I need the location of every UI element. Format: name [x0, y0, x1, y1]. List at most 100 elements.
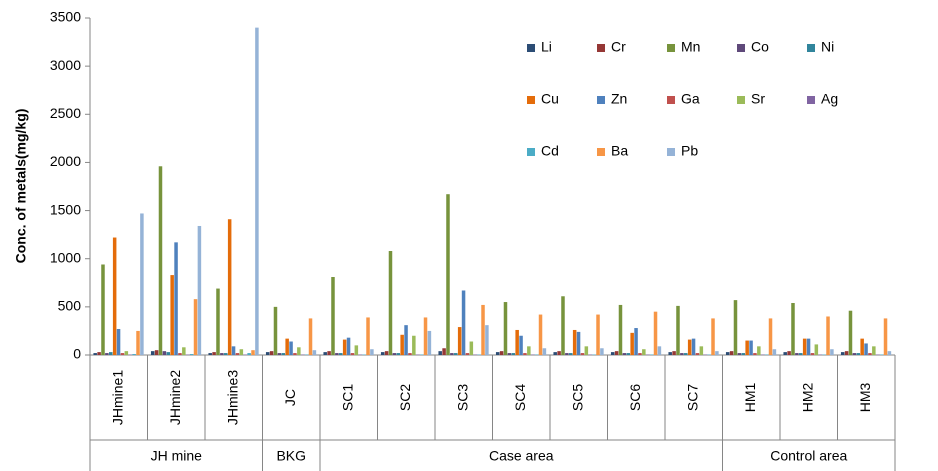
bar	[423, 317, 428, 355]
bar	[826, 316, 830, 355]
bar	[542, 348, 547, 355]
bar	[339, 353, 343, 355]
bar	[281, 353, 286, 355]
bar	[729, 351, 734, 355]
bar	[840, 352, 845, 355]
bar	[182, 347, 186, 355]
bar	[297, 347, 301, 355]
bar	[354, 345, 359, 355]
bar	[830, 349, 834, 355]
legend-label: Cd	[541, 143, 559, 159]
bar	[872, 346, 876, 355]
bar	[610, 352, 615, 355]
bar	[799, 353, 803, 355]
x-tick-label: HM1	[742, 383, 758, 413]
x-tick-label: SC2	[397, 384, 413, 411]
bar	[733, 300, 738, 355]
bar	[844, 351, 849, 355]
bar	[342, 339, 347, 355]
legend-swatch	[597, 44, 605, 52]
bar	[158, 166, 163, 355]
bar	[109, 352, 113, 355]
bar	[680, 353, 684, 355]
bar	[768, 318, 773, 355]
legend-label: Ba	[611, 143, 628, 159]
bar	[116, 329, 121, 355]
bar	[699, 346, 704, 355]
legend-label: Co	[751, 39, 769, 55]
bar	[154, 350, 159, 355]
bar	[216, 288, 220, 355]
bar	[519, 335, 523, 355]
bar	[366, 317, 370, 355]
bar	[634, 328, 638, 355]
x-tick-label: SC5	[569, 384, 585, 411]
legend-swatch	[527, 96, 535, 104]
bar	[400, 334, 404, 355]
bar	[638, 353, 642, 355]
bar	[622, 353, 627, 355]
bar	[711, 318, 715, 355]
bar	[408, 353, 412, 355]
y-tick-label: 3000	[50, 57, 81, 73]
legend-label: Ag	[821, 91, 838, 107]
legend-swatch	[527, 44, 535, 52]
y-tick-label: 2500	[50, 105, 81, 121]
bar	[860, 338, 864, 355]
bar	[178, 353, 182, 355]
bar	[495, 352, 500, 355]
bar	[672, 351, 676, 355]
y-axis-title: Conc. of metals(mg/kg)	[13, 109, 29, 264]
x-tick-label: HM2	[799, 383, 815, 413]
bar	[600, 348, 604, 355]
bar	[162, 351, 167, 355]
x-tick-label: SC6	[627, 384, 643, 411]
legend-swatch	[667, 148, 675, 156]
bar	[856, 353, 861, 355]
x-tick-label: SC3	[454, 384, 470, 411]
bar	[404, 325, 408, 355]
legend-swatch	[807, 44, 815, 52]
bar	[691, 338, 696, 355]
legend-label: Pb	[681, 143, 698, 159]
bar	[653, 311, 658, 355]
bar	[442, 348, 446, 355]
legend-label: Cu	[541, 91, 559, 107]
bar	[511, 353, 516, 355]
bar	[883, 318, 888, 355]
bar	[737, 353, 742, 355]
bar	[523, 353, 527, 355]
bar	[787, 351, 791, 355]
bar	[105, 353, 109, 355]
bar	[124, 351, 129, 355]
y-tick-label: 2000	[50, 153, 81, 169]
bar	[166, 352, 171, 355]
bar	[132, 354, 136, 355]
bar	[277, 353, 282, 355]
bar	[687, 339, 692, 355]
bar	[852, 353, 857, 355]
bar	[255, 27, 259, 355]
bar	[140, 213, 144, 355]
group-label: Case area	[489, 448, 554, 464]
x-tick-label: SC4	[512, 384, 528, 411]
x-tick-label: JHmine2	[167, 370, 183, 425]
y-tick-label: 500	[58, 298, 82, 314]
legend-swatch	[667, 44, 675, 52]
bar	[584, 346, 589, 355]
bar	[465, 353, 470, 355]
x-tick-label: JC	[282, 389, 298, 406]
group-label: JH mine	[151, 448, 203, 464]
bar	[576, 331, 581, 355]
bar	[810, 353, 815, 355]
y-tick-label: 3500	[50, 9, 81, 25]
bar	[235, 353, 240, 355]
bar	[454, 353, 458, 355]
bar	[538, 314, 543, 355]
bar	[503, 302, 508, 355]
bar	[427, 330, 432, 355]
bar	[197, 225, 202, 355]
bar	[791, 303, 795, 355]
legend-label: Mn	[681, 39, 700, 55]
bar	[668, 352, 672, 355]
